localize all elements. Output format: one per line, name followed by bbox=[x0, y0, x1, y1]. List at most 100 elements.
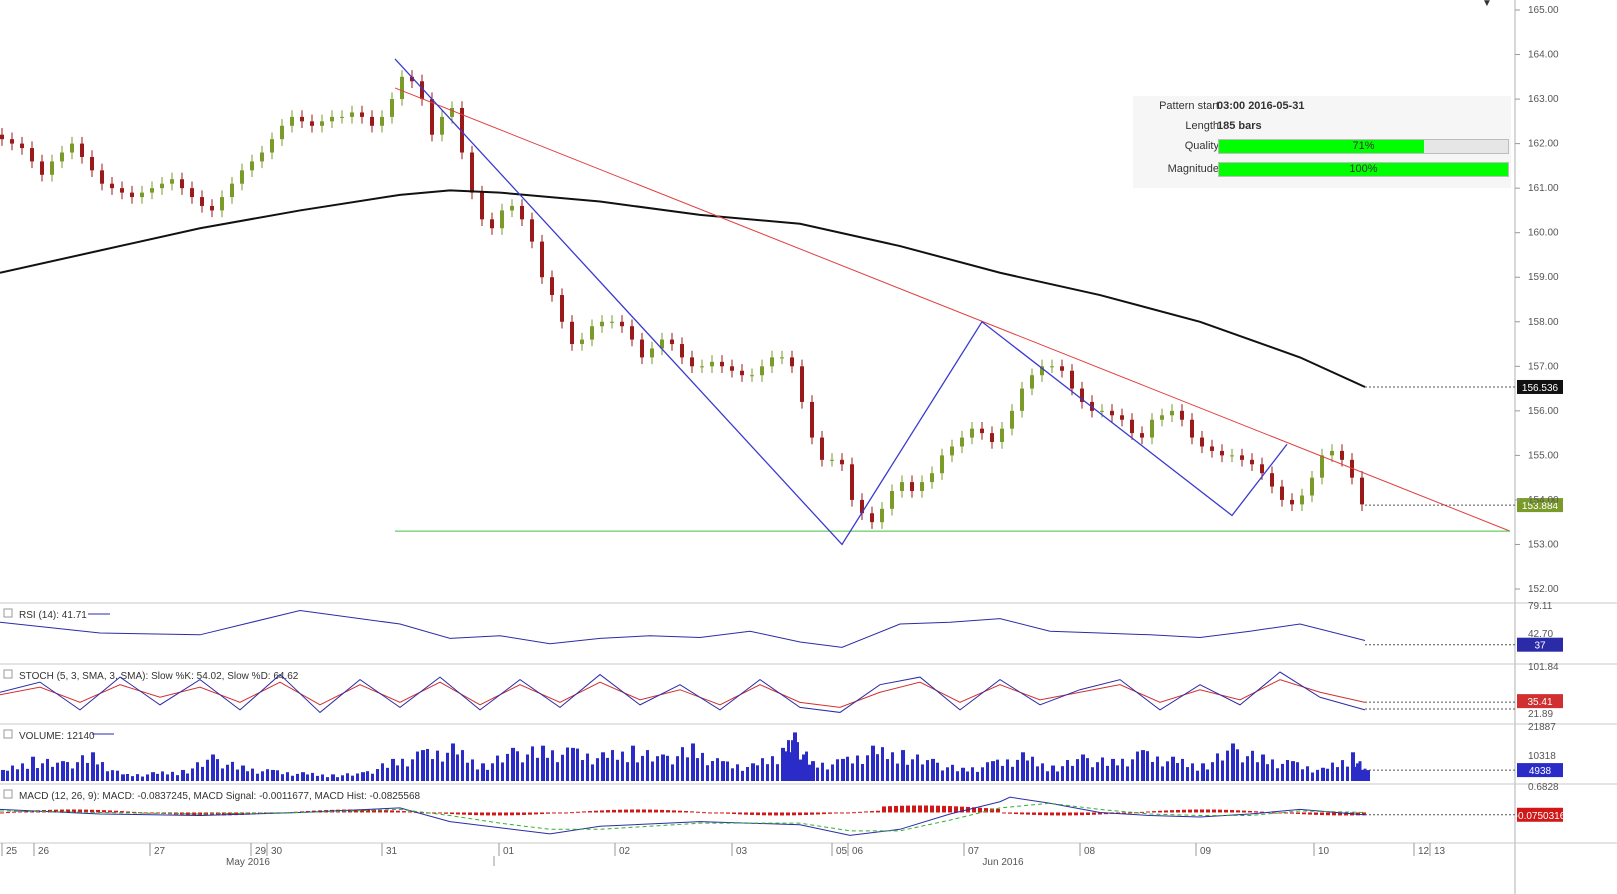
macd-hist-bar bbox=[24, 810, 28, 813]
rsi-value-tag: 37 bbox=[1534, 641, 1546, 652]
volume-bar bbox=[681, 747, 684, 781]
candle-body bbox=[770, 357, 774, 367]
candle-body bbox=[1200, 437, 1204, 447]
candle-body bbox=[60, 152, 64, 162]
candle-body bbox=[750, 375, 754, 377]
volume-bar bbox=[241, 765, 245, 781]
candle-body bbox=[1320, 455, 1324, 478]
volume-label-group[interactable]: VOLUME: 12140 bbox=[3, 729, 114, 742]
price-tick-label: 154.00 bbox=[1528, 495, 1559, 506]
macd-hist-bar bbox=[96, 809, 100, 813]
volume-bar bbox=[785, 751, 788, 781]
price-tick-label: 155.00 bbox=[1528, 450, 1559, 461]
macd-line bbox=[0, 796, 1366, 836]
macd-hist-bar bbox=[48, 809, 52, 813]
stoch-k-tag: 21.89 bbox=[1528, 709, 1553, 720]
volume-bar bbox=[481, 763, 485, 781]
volume-bar bbox=[911, 759, 914, 781]
volume-bar bbox=[1211, 762, 1214, 781]
macd-hist-bar bbox=[432, 812, 436, 814]
macd-hist-bar bbox=[720, 812, 724, 814]
rsi-label: RSI (14): 41.71 bbox=[19, 610, 87, 621]
macd-label-group[interactable]: MACD (12, 26, 9): MACD: -0.0837245, MACD… bbox=[3, 789, 421, 802]
volume-bar bbox=[81, 755, 84, 781]
candle-body bbox=[1180, 410, 1184, 420]
price-tick-label: 165.00 bbox=[1528, 5, 1559, 16]
macd-hist-bar bbox=[1146, 811, 1150, 813]
volume-bar bbox=[789, 752, 792, 781]
candle-body bbox=[900, 482, 904, 492]
macd-hist-bar bbox=[120, 811, 124, 813]
macd-hist-bar bbox=[1116, 812, 1120, 814]
macd-hist-bar bbox=[834, 812, 838, 814]
volume-bar bbox=[886, 759, 889, 781]
volume-bar bbox=[141, 776, 144, 781]
volume-bar bbox=[851, 763, 854, 781]
macd-hist-bar bbox=[960, 806, 964, 813]
macd-hist-bar bbox=[672, 810, 676, 813]
candle-body bbox=[1110, 410, 1114, 416]
macd-hist-bar bbox=[660, 809, 664, 813]
macd-hist-bar bbox=[594, 810, 598, 813]
volume-bar bbox=[1201, 763, 1205, 781]
volume-bar bbox=[276, 770, 279, 781]
volume-bar bbox=[631, 745, 635, 781]
volume-bar bbox=[1096, 762, 1099, 781]
volume-bar bbox=[861, 763, 864, 781]
volume-bar bbox=[1141, 750, 1145, 781]
volume-bar bbox=[821, 762, 824, 781]
stoch-label-group[interactable]: STOCH (5, 3, SMA, 3, SMA): Slow %K: 54.0… bbox=[3, 669, 299, 682]
candle-body bbox=[290, 116, 294, 126]
day-label: 07 bbox=[968, 846, 980, 857]
macd-hist-bar bbox=[408, 811, 412, 813]
macd-hist-bar bbox=[1200, 809, 1204, 813]
stoch-close-icon[interactable] bbox=[3, 669, 13, 679]
current-price-tag: 153.884 bbox=[1522, 501, 1559, 512]
candle-body bbox=[1250, 459, 1254, 465]
macd-close-icon[interactable] bbox=[3, 789, 13, 799]
quality-bar: 71% bbox=[1218, 139, 1509, 154]
candle-body bbox=[360, 112, 364, 117]
macd-panel: 0.6828 -0.0750316 bbox=[0, 782, 1566, 836]
candle-body bbox=[580, 339, 584, 345]
volume-bar bbox=[446, 752, 449, 781]
candle-body bbox=[120, 188, 124, 193]
macd-hist-bar bbox=[1254, 811, 1258, 813]
volume-bar bbox=[991, 761, 995, 781]
volume-bar bbox=[191, 768, 194, 781]
volume-bar bbox=[321, 774, 324, 781]
macd-hist-bar bbox=[822, 812, 826, 815]
volume-bar bbox=[726, 761, 729, 781]
resistance-trendline bbox=[394, 87, 1511, 532]
volume-bar bbox=[616, 759, 619, 781]
stoch-k-line bbox=[0, 671, 1366, 714]
volume-close-icon[interactable] bbox=[3, 729, 13, 739]
macd-hist-bar bbox=[678, 810, 682, 813]
macd-hist-bar bbox=[882, 806, 886, 813]
rsi-label-group[interactable]: RSI (14): 41.71 bbox=[3, 608, 110, 621]
candle-body bbox=[1170, 410, 1174, 416]
candle-body bbox=[780, 357, 784, 359]
volume-bar bbox=[536, 757, 539, 781]
volume-bar bbox=[201, 766, 204, 781]
rsi-close-icon[interactable] bbox=[3, 608, 13, 618]
volume-bar bbox=[266, 769, 269, 781]
macd-hist-bar bbox=[588, 811, 592, 813]
candle-body bbox=[520, 205, 524, 220]
macd-hist-bar bbox=[1278, 812, 1282, 814]
volume-bar bbox=[296, 773, 299, 781]
volume-bar bbox=[956, 771, 959, 781]
volume-bar bbox=[196, 762, 199, 781]
candle-body bbox=[870, 513, 874, 523]
macd-hist-bar bbox=[936, 805, 940, 813]
macd-hist-bar bbox=[6, 812, 10, 814]
volume-bar bbox=[176, 775, 179, 781]
chart-menu-dropdown-icon[interactable]: ▼ bbox=[1482, 0, 1492, 9]
macd-hist-bar bbox=[726, 812, 730, 814]
macd-tick-label: 0.6828 bbox=[1528, 782, 1559, 793]
macd-hist-bar bbox=[1008, 812, 1012, 814]
volume-bar bbox=[1091, 767, 1094, 781]
macd-hist-bar bbox=[990, 808, 994, 813]
candle-body bbox=[860, 499, 864, 514]
